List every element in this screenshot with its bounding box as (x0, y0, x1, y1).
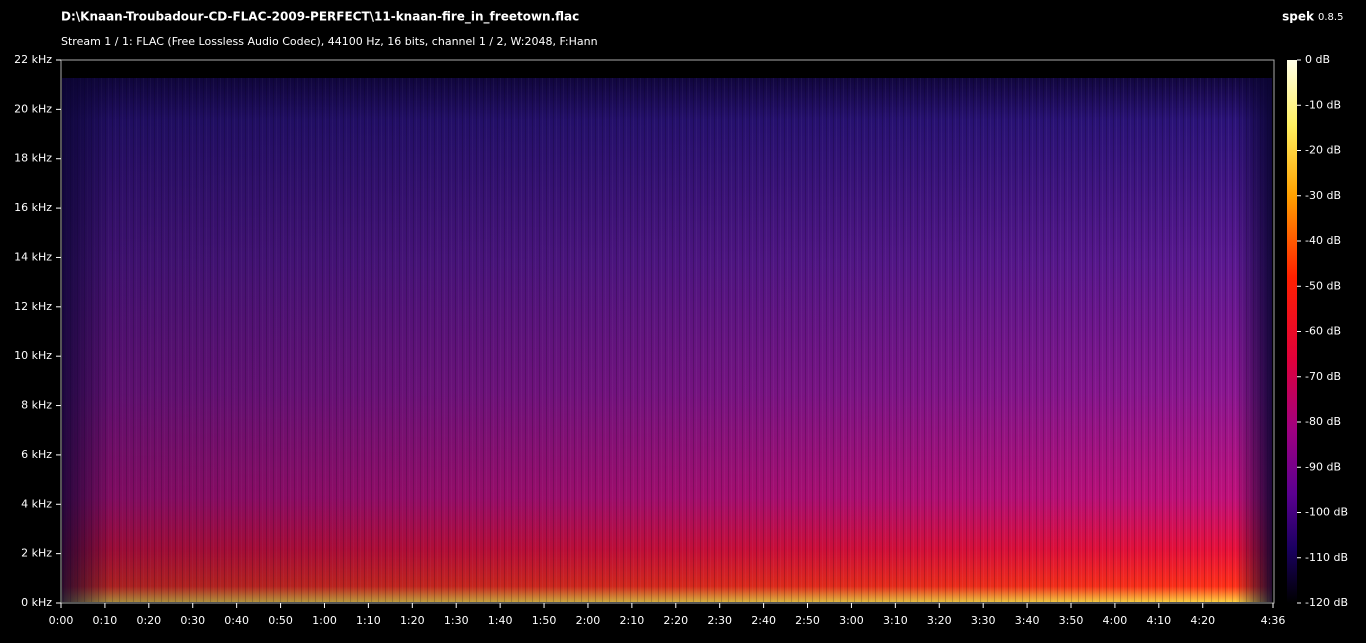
x-tick-label: 1:00 (312, 614, 337, 627)
spectrogram-shading (62, 78, 1272, 602)
x-tick-label: 0:40 (224, 614, 249, 627)
x-tick-label: 3:00 (839, 614, 864, 627)
colorbar-tick-label: -40 dB (1305, 234, 1341, 247)
x-tick-label: 4:10 (1146, 614, 1171, 627)
y-tick-label: 2 kHz (21, 547, 52, 560)
colorbar-tick-label: -80 dB (1305, 415, 1341, 428)
y-tick-label: 8 kHz (21, 399, 52, 412)
colorbar (1287, 60, 1297, 603)
x-tick-label: 0:00 (49, 614, 74, 627)
y-tick-label: 0 kHz (21, 596, 52, 609)
x-tick-label: 1:50 (532, 614, 557, 627)
x-tick-label: 1:20 (400, 614, 425, 627)
y-tick-label: 12 kHz (14, 300, 52, 313)
x-tick-label: 1:30 (444, 614, 469, 627)
x-tick-label: 4:36 (1261, 614, 1286, 627)
colorbar-tick-label: -110 dB (1305, 551, 1348, 564)
colorbar-tick-label: -30 dB (1305, 189, 1341, 202)
app-name: spek (1282, 10, 1315, 24)
x-tick-label: 0:10 (93, 614, 118, 627)
x-tick-label: 3:30 (971, 614, 996, 627)
y-tick-label: 14 kHz (14, 250, 52, 263)
x-tick-label: 2:20 (663, 614, 688, 627)
y-tick-label: 10 kHz (14, 349, 52, 362)
app-version: 0.8.5 (1318, 12, 1343, 23)
x-tick-label: 3:10 (883, 614, 908, 627)
colorbar-tick-label: -100 dB (1305, 506, 1348, 519)
y-tick-label: 16 kHz (14, 201, 52, 214)
x-tick-label: 1:10 (356, 614, 381, 627)
colorbar-tick-label: 0 dB (1305, 53, 1330, 66)
x-tick-label: 1:40 (488, 614, 513, 627)
y-tick-label: 18 kHz (14, 152, 52, 165)
y-tick-label: 4 kHz (21, 497, 52, 510)
x-tick-label: 2:10 (620, 614, 645, 627)
x-tick-label: 2:40 (751, 614, 776, 627)
x-tick-label: 2:50 (795, 614, 820, 627)
y-tick-label: 6 kHz (21, 448, 52, 461)
colorbar-tick-label: -70 dB (1305, 370, 1341, 383)
colorbar-tick-label: -20 dB (1305, 144, 1341, 157)
colorbar-tick-label: -90 dB (1305, 460, 1341, 473)
x-tick-label: 3:40 (1015, 614, 1040, 627)
x-tick-label: 2:30 (707, 614, 732, 627)
x-tick-label: 4:00 (1103, 614, 1128, 627)
x-tick-label: 0:50 (268, 614, 293, 627)
colorbar-tick-label: -120 dB (1305, 596, 1348, 609)
colorbar-tick-label: -50 dB (1305, 279, 1341, 292)
x-tick-label: 0:20 (136, 614, 161, 627)
colorbar-tick-label: -60 dB (1305, 325, 1341, 338)
x-tick-label: 3:50 (1059, 614, 1084, 627)
x-tick-label: 0:30 (180, 614, 205, 627)
colorbar-tick-label: -10 dB (1305, 98, 1341, 111)
x-tick-label: 3:20 (927, 614, 952, 627)
y-tick-label: 20 kHz (14, 102, 52, 115)
x-tick-label: 4:20 (1190, 614, 1215, 627)
stream-info: Stream 1 / 1: FLAC (Free Lossless Audio … (61, 35, 598, 48)
x-tick-label: 2:00 (576, 614, 601, 627)
file-path: D:\Knaan-Troubadour-CD-FLAC-2009-PERFECT… (61, 10, 579, 25)
y-tick-label: 22 kHz (14, 53, 52, 66)
